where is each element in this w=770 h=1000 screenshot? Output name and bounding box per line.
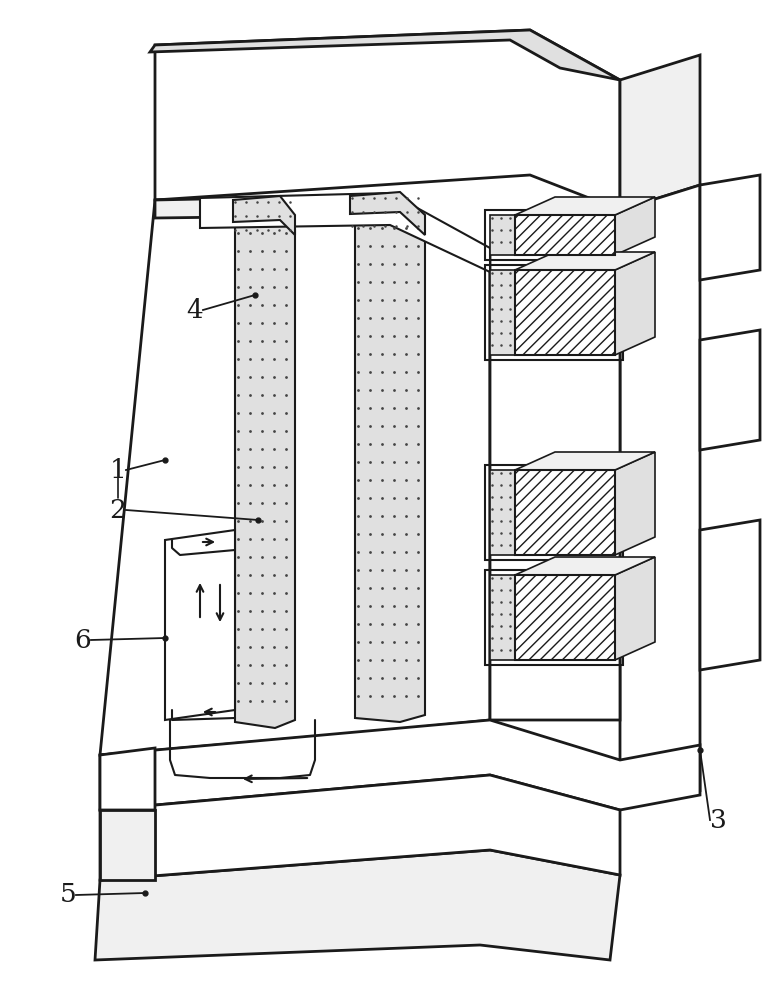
Polygon shape (355, 202, 425, 722)
Polygon shape (515, 270, 615, 355)
Polygon shape (700, 175, 760, 280)
Polygon shape (350, 192, 425, 235)
Polygon shape (515, 197, 655, 215)
Polygon shape (490, 470, 515, 555)
Text: 6: 6 (75, 628, 92, 652)
Polygon shape (150, 30, 620, 80)
Polygon shape (615, 197, 655, 255)
Polygon shape (100, 720, 700, 810)
Polygon shape (515, 557, 655, 575)
Polygon shape (515, 252, 655, 270)
Polygon shape (615, 557, 655, 660)
Polygon shape (615, 252, 655, 355)
Polygon shape (615, 452, 655, 555)
Polygon shape (155, 30, 620, 210)
Text: 3: 3 (710, 808, 726, 832)
Polygon shape (200, 193, 490, 272)
Polygon shape (233, 196, 295, 235)
Text: 4: 4 (186, 298, 203, 322)
Text: 5: 5 (59, 882, 76, 908)
Polygon shape (100, 810, 155, 880)
Polygon shape (165, 530, 235, 720)
Text: 1: 1 (109, 458, 126, 483)
Polygon shape (515, 215, 615, 255)
Polygon shape (700, 330, 760, 450)
Polygon shape (95, 850, 620, 960)
Polygon shape (620, 185, 700, 790)
Polygon shape (515, 575, 615, 660)
Polygon shape (515, 470, 615, 555)
Polygon shape (490, 215, 515, 255)
Polygon shape (620, 55, 700, 210)
Polygon shape (100, 748, 155, 810)
Polygon shape (100, 195, 490, 755)
Polygon shape (100, 775, 620, 880)
Polygon shape (515, 452, 655, 470)
Text: 2: 2 (109, 497, 126, 522)
Polygon shape (490, 270, 515, 355)
Polygon shape (700, 520, 760, 670)
Polygon shape (155, 195, 490, 270)
Polygon shape (235, 205, 295, 728)
Polygon shape (490, 210, 620, 720)
Polygon shape (490, 575, 515, 660)
